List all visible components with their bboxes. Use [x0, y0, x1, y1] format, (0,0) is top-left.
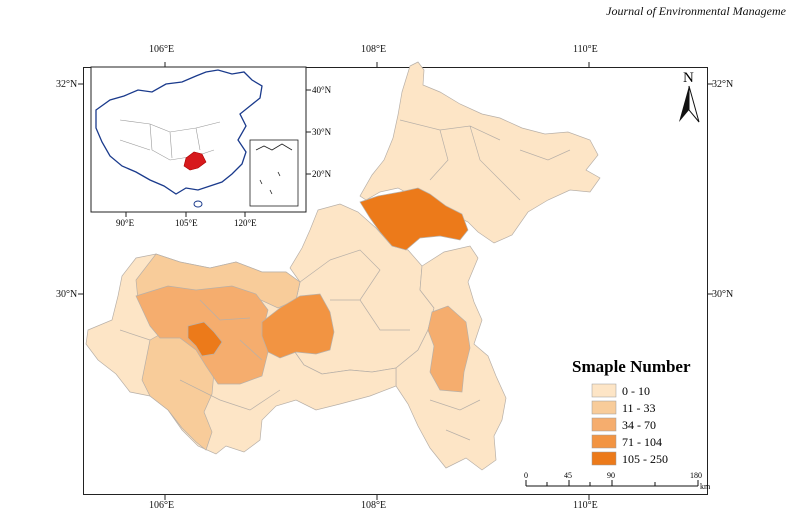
inset-lat-30: 30°N: [312, 127, 332, 137]
region-east-class3: [427, 305, 471, 393]
right-lat-30: 30°N: [712, 289, 734, 300]
legend-item-2: 11 - 33: [591, 400, 656, 415]
bottom-lon-108: 108°E: [361, 500, 387, 511]
legend-swatch-5: [591, 451, 617, 466]
legend: Smaple Number 0 - 10 11 - 33 34 - 70 71 …: [572, 357, 691, 466]
left-lat-30: 30°N: [56, 289, 78, 300]
inset-lon-105: 105°E: [175, 218, 198, 228]
region-wanzhou-class4: [261, 293, 335, 359]
legend-label-4: 71 - 104: [622, 435, 662, 449]
legend-label-2: 11 - 33: [622, 401, 656, 415]
inset-lat-20: 20°N: [312, 169, 332, 179]
legend-label-1: 0 - 10: [622, 384, 650, 398]
region-urban-class5: [187, 321, 223, 357]
inset-lat-40: 40°N: [312, 85, 332, 95]
inset-map: 40°N 30°N 20°N 90°E 105°E 120°E: [90, 66, 332, 228]
chongqing-counties: [85, 61, 601, 471]
left-lat-32: 32°N: [56, 79, 78, 90]
right-lat-32: 32°N: [712, 79, 734, 90]
chongqing-highlight: [183, 151, 207, 171]
north-arrow: N: [679, 70, 700, 123]
frame-ticks: [78, 62, 713, 500]
legend-swatch-2: [591, 400, 617, 415]
north-arrow-icon: [679, 86, 689, 122]
journal-header: Journal of Environmental Manageme: [606, 4, 786, 18]
scale-tick-90: 90: [607, 471, 615, 480]
legend-label-3: 34 - 70: [622, 418, 656, 432]
top-lon-110: 110°E: [573, 44, 598, 55]
scale-unit: km: [700, 482, 711, 491]
inset-lon-120: 120°E: [234, 218, 257, 228]
legend-title: Smaple Number: [572, 357, 691, 376]
scale-tick-45: 45: [564, 471, 572, 480]
top-lon-108: 108°E: [361, 44, 387, 55]
legend-swatch-4: [591, 434, 617, 449]
bottom-lon-106: 106°E: [149, 500, 175, 511]
scale-bar: 0 45 90 180 km: [524, 471, 711, 491]
legend-item-4: 71 - 104: [591, 434, 662, 449]
china-outline: [95, 69, 263, 195]
top-lon-106: 106°E: [149, 44, 175, 55]
inset-lon-90: 90°E: [116, 218, 135, 228]
bottom-lon-110: 110°E: [573, 500, 598, 511]
scale-tick-0: 0: [524, 471, 528, 480]
legend-item-1: 0 - 10: [591, 383, 650, 398]
south-china-sea-inset: [249, 139, 299, 207]
legend-swatch-1: [591, 383, 617, 398]
legend-swatch-3: [591, 417, 617, 432]
map-frame: [83, 67, 708, 495]
north-arrow-label: N: [683, 70, 694, 86]
legend-item-5: 105 - 250: [591, 451, 668, 466]
legend-item-3: 34 - 70: [591, 417, 656, 432]
scale-tick-180: 180: [690, 471, 702, 480]
legend-label-5: 105 - 250: [622, 452, 668, 466]
region-northeast-class5: [359, 187, 469, 251]
